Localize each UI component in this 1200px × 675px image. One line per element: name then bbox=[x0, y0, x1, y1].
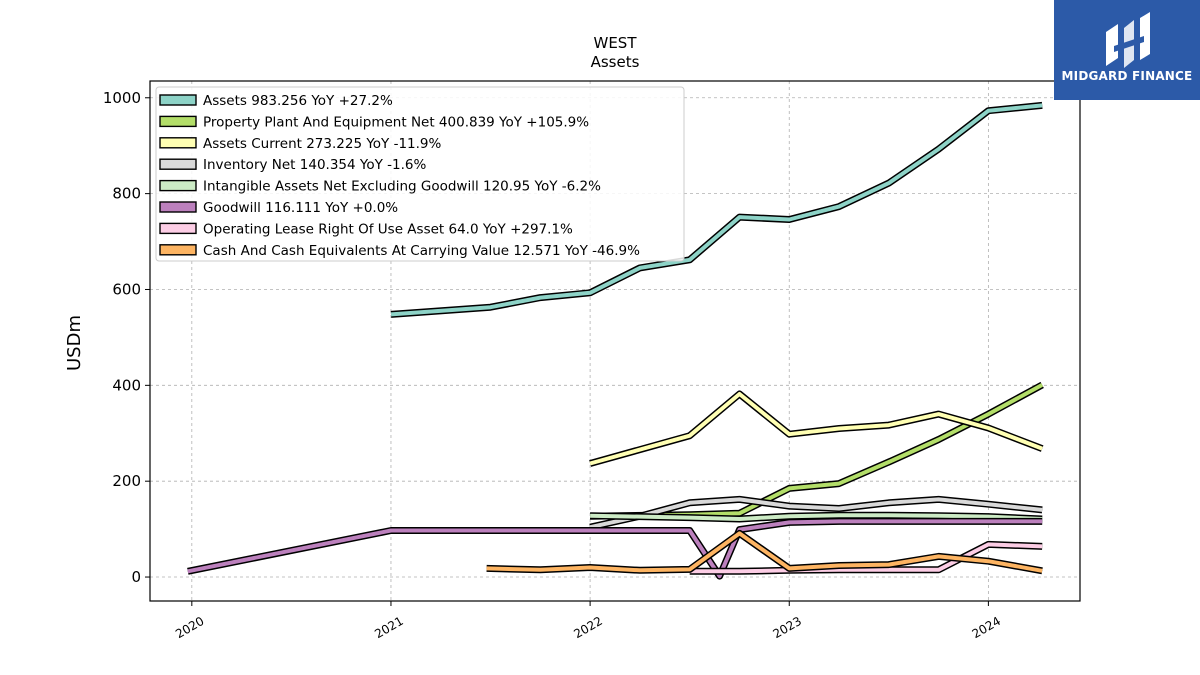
legend-swatch bbox=[159, 222, 197, 235]
x-tick-label: 2020 bbox=[173, 614, 206, 641]
y-tick-label: 0 bbox=[131, 568, 141, 586]
y-tick-label: 600 bbox=[112, 280, 141, 298]
series-outline-1 bbox=[590, 381, 1044, 520]
legend-swatch bbox=[159, 201, 197, 213]
y-tick-label: 800 bbox=[112, 185, 141, 203]
chart-subtitle: Assets bbox=[591, 53, 640, 71]
legend: Assets 983.256 YoY +27.2% Property Plant … bbox=[155, 86, 685, 262]
legend-swatch bbox=[159, 137, 197, 149]
legend-label: Property Plant And Equipment Net 400.839… bbox=[203, 114, 589, 130]
legend-swatch bbox=[159, 244, 197, 256]
chart-title: WEST bbox=[594, 34, 638, 52]
legend-label: Cash And Cash Equivalents At Carrying Va… bbox=[203, 243, 640, 259]
x-tick-label: 2021 bbox=[372, 614, 405, 641]
series-line-4 bbox=[590, 513, 1043, 521]
legend-label: Assets 983.256 YoY +27.2% bbox=[203, 93, 393, 109]
brand-name: MIDGARD FINANCE bbox=[1061, 69, 1193, 83]
series-line-0 bbox=[390, 103, 1043, 317]
series-line-3 bbox=[589, 497, 1043, 530]
series-line-2 bbox=[589, 392, 1043, 466]
legend-swatch bbox=[159, 179, 197, 192]
legend-label: Goodwill 116.111 YoY +0.0% bbox=[203, 200, 398, 216]
brand-logo-icon bbox=[1106, 12, 1150, 68]
series-line-1 bbox=[590, 383, 1044, 519]
axes-frame bbox=[149, 80, 1081, 602]
series-line-7 bbox=[486, 531, 1043, 573]
series-layer bbox=[187, 101, 1044, 580]
brand-logo: MIDGARD FINANCE bbox=[1054, 0, 1200, 100]
legend-label: Inventory Net 140.354 YoY -1.6% bbox=[203, 157, 426, 173]
y-tick-label: 1000 bbox=[103, 89, 141, 107]
series-line-5 bbox=[187, 519, 1043, 579]
legend-label: Intangible Assets Net Excluding Goodwill… bbox=[203, 179, 601, 195]
legend-swatch bbox=[159, 94, 197, 106]
legend-swatch bbox=[159, 115, 197, 128]
x-tick-label: 2024 bbox=[970, 614, 1003, 641]
series-line-6 bbox=[689, 542, 1043, 574]
y-tick-label: 200 bbox=[112, 472, 141, 490]
legend-box bbox=[155, 86, 685, 262]
y-tick-label: 400 bbox=[112, 376, 141, 394]
x-tick-label: 2023 bbox=[771, 614, 804, 641]
legend-swatch bbox=[159, 158, 197, 170]
y-axis-label: USDm bbox=[64, 315, 85, 371]
x-tick-label: 2022 bbox=[571, 614, 604, 641]
series-outline-2 bbox=[589, 390, 1044, 467]
legend-label: Assets Current 273.225 YoY -11.9% bbox=[203, 136, 442, 152]
legend-label: Operating Lease Right Of Use Asset 64.0 … bbox=[203, 221, 573, 237]
